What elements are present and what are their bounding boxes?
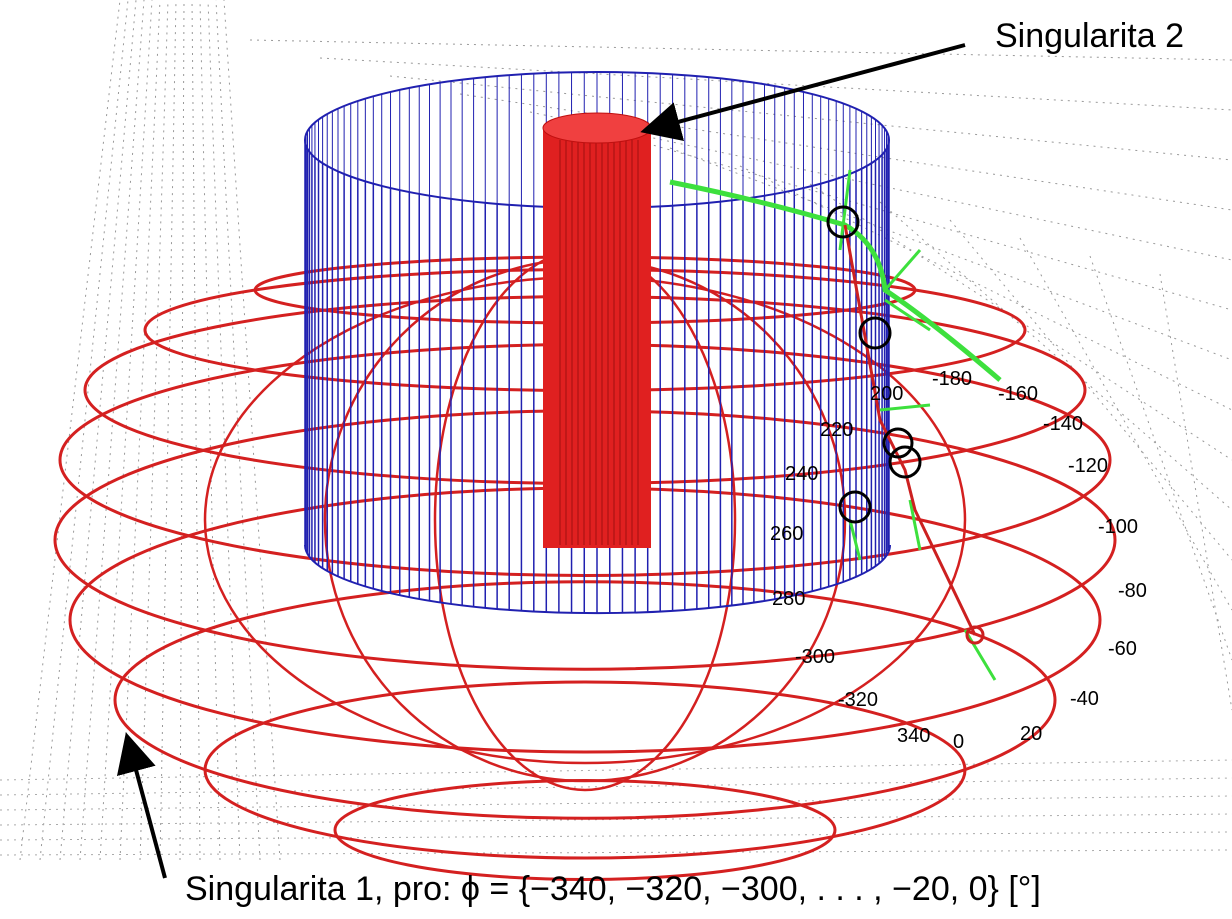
- grid-line: [60, 0, 136, 860]
- grid-line: [1160, 274, 1232, 710]
- grid-line: [208, 0, 240, 860]
- contour-label: -300: [795, 646, 835, 668]
- grid-line: [880, 202, 1232, 510]
- contour-label: 280: [772, 588, 805, 610]
- contour-label: 0: [953, 731, 964, 753]
- contour-label: 340: [897, 725, 930, 747]
- contour-label: 200: [870, 383, 903, 405]
- arrow: [128, 740, 165, 878]
- contour-label: -60: [1108, 638, 1137, 660]
- contour-label: 20: [1020, 723, 1042, 745]
- inner-top: [543, 113, 651, 143]
- contour-label: 220: [820, 419, 853, 441]
- annotation: Singularita 1, pro: ϕ = {−340, −320, −30…: [185, 870, 1041, 908]
- grid-line: [160, 0, 176, 860]
- grid-line: [40, 0, 128, 860]
- grid-line: [20, 0, 120, 860]
- singularity-cylinder: [543, 113, 651, 548]
- inner-cylinder: [543, 128, 651, 548]
- grid-line: [950, 220, 1232, 560]
- contour-label: -180: [932, 368, 972, 390]
- grid-line: [0, 814, 1232, 825]
- grid-line: [390, 76, 1232, 160]
- torus-ring: [335, 781, 835, 880]
- grid-line: [216, 0, 260, 860]
- grid-line: [100, 0, 152, 860]
- grid-line: [320, 58, 1232, 110]
- annotation: Singularita 2: [995, 17, 1184, 55]
- contour-label: -120: [1068, 455, 1108, 477]
- grid-line: [140, 0, 168, 860]
- grid-line: [192, 0, 200, 860]
- figure: -180-160-140-120-100-80-60-40200340-320-…: [0, 0, 1232, 919]
- contour-label: -100: [1098, 516, 1138, 538]
- contour-label: -140: [1043, 413, 1083, 435]
- grid-line: [0, 850, 1232, 855]
- grid-line: [740, 166, 1232, 410]
- arrow: [648, 45, 965, 130]
- contour-label: 260: [770, 523, 803, 545]
- contour-label: -160: [998, 383, 1038, 405]
- grid-line: [0, 832, 1232, 840]
- contour-label: -320: [838, 689, 878, 711]
- contour-label: -40: [1070, 688, 1099, 710]
- grid-line: [0, 796, 1232, 810]
- grid-line: [180, 0, 184, 860]
- contour-label: 240: [785, 463, 818, 485]
- grid-line: [120, 0, 160, 860]
- contour-label: -80: [1118, 580, 1147, 602]
- grid-line: [200, 0, 220, 860]
